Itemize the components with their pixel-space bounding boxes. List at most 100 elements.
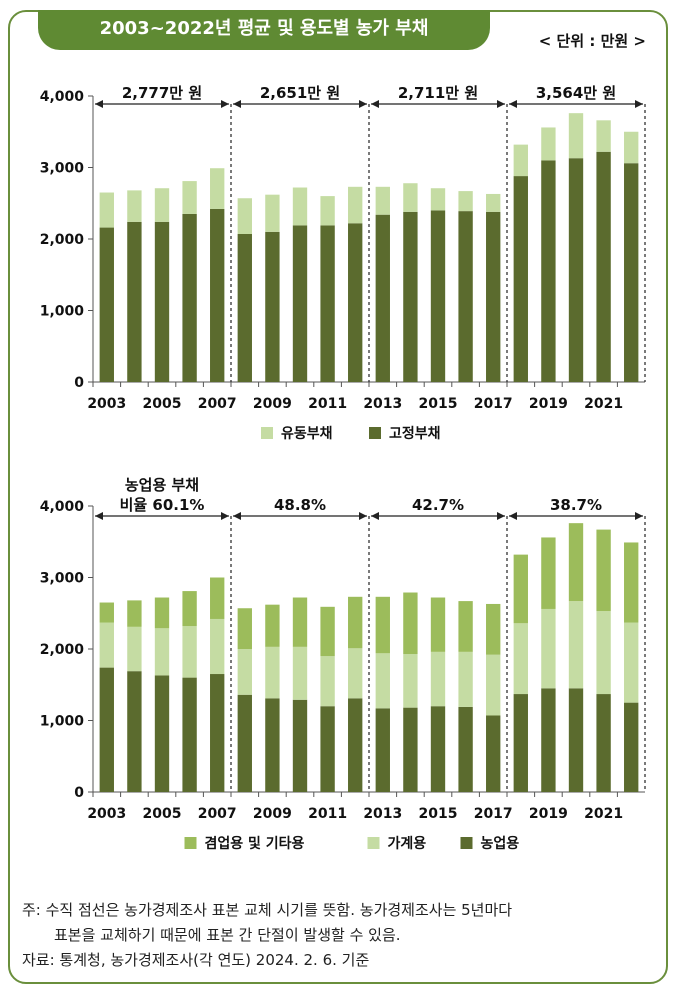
legend-swatch (369, 427, 381, 439)
chart-title: 2003~2022년 평균 및 용도별 농가 부채 (38, 10, 490, 50)
legend-swatch (367, 837, 380, 849)
bar-2008-농업용 (237, 694, 252, 792)
period-label-bg (409, 495, 467, 515)
bar-2013-겸업용-및-기타용 (375, 596, 390, 654)
bar-2020-농업용 (568, 688, 584, 792)
bar-2021-가계용 (596, 611, 611, 695)
bar-2019-가계용 (541, 608, 556, 689)
bar-2017-농업용 (486, 715, 501, 792)
bar-2021-고정부채 (596, 151, 611, 382)
note-line-2: 표본을 교체하기 때문에 표본 간 단절이 발생할 수 있음. (54, 926, 401, 944)
bar-2006-겸업용-및-기타용 (182, 591, 197, 627)
x-tick-label: 2011 (308, 396, 347, 412)
bar-2007-겸업용-및-기타용 (210, 577, 225, 619)
period-label-bg (119, 495, 205, 515)
bar-2015-가계용 (430, 651, 446, 707)
bar-2017-가계용 (486, 654, 501, 716)
x-tick-label: 2013 (363, 806, 402, 822)
y-tick-label: 3,000 (40, 571, 85, 587)
bar-2014-유동부채 (403, 183, 418, 212)
bar-2006-가계용 (182, 626, 197, 678)
bar-2007-유동부채 (210, 168, 225, 209)
arrow-head-left (371, 512, 379, 520)
bar-2014-고정부채 (403, 211, 418, 382)
y-tick-label: 0 (74, 375, 84, 391)
bar-2009-농업용 (265, 698, 280, 792)
bar-2021-농업용 (596, 694, 611, 792)
bar-2003-농업용 (99, 667, 114, 792)
arrow-head-right (497, 100, 505, 108)
x-tick-label: 2021 (584, 396, 623, 412)
bar-2010-겸업용-및-기타용 (292, 597, 308, 647)
bar-2013-가계용 (375, 653, 390, 709)
x-tick-label: 2005 (143, 396, 182, 412)
arrow-head-right (359, 100, 367, 108)
bar-2021-유동부채 (596, 120, 611, 152)
y-tick-label: 2,000 (40, 642, 85, 658)
bar-2016-농업용 (458, 706, 473, 792)
bar-2011-고정부채 (320, 225, 335, 382)
y-tick-label: 0 (74, 785, 84, 801)
period-label: 비율 60.1% (120, 496, 205, 514)
bar-2014-농업용 (403, 707, 418, 792)
period-label-bg (271, 495, 329, 515)
period-label: 48.8% (274, 496, 326, 514)
arrow-head-left (233, 100, 241, 108)
x-tick-label: 2007 (198, 396, 237, 412)
bar-2007-고정부채 (210, 208, 225, 382)
bar-2011-가계용 (320, 656, 335, 707)
period-label-bg (119, 83, 205, 103)
arrow-head-right (497, 512, 505, 520)
arrow-head-left (95, 512, 103, 520)
arrow-head-left (509, 512, 517, 520)
legend-label: 겸업용 및 기타용 (205, 835, 305, 852)
bar-2010-고정부채 (292, 225, 308, 382)
bar-2018-겸업용-및-기타용 (513, 554, 528, 624)
x-tick-label: 2003 (87, 396, 126, 412)
bar-2003-가계용 (99, 622, 114, 668)
bar-2022-가계용 (624, 622, 639, 703)
bar-2015-겸업용-및-기타용 (430, 597, 446, 652)
bar-2009-겸업용-및-기타용 (265, 604, 280, 647)
period-label-bg (395, 83, 481, 103)
note-line-1: 주: 수직 점선은 농가경제조사 표본 교체 시기를 뜻함. 농가경제조사는 5… (22, 901, 513, 919)
bar-2010-유동부채 (292, 187, 308, 226)
bar-2006-유동부채 (182, 181, 197, 214)
bar-2004-고정부채 (127, 221, 142, 382)
bar-2012-고정부채 (348, 223, 363, 382)
bar-2019-겸업용-및-기타용 (541, 537, 556, 609)
bar-2020-겸업용-및-기타용 (568, 523, 584, 602)
x-tick-label: 2015 (419, 396, 458, 412)
period-label: 38.7% (550, 496, 602, 514)
bar-2009-가계용 (265, 646, 280, 699)
bar-2016-가계용 (458, 651, 473, 707)
y-tick-label: 3,000 (40, 161, 85, 177)
bar-2018-가계용 (513, 623, 528, 695)
bar-2022-고정부채 (624, 163, 639, 382)
legend-label: 고정부채 (389, 425, 441, 442)
bar-2015-농업용 (430, 706, 446, 792)
bar-2004-농업용 (127, 671, 142, 792)
arrow-head-right (221, 512, 229, 520)
legend-swatch (261, 427, 273, 439)
bar-2017-고정부채 (486, 211, 501, 382)
x-tick-label: 2009 (253, 806, 292, 822)
bar-2021-겸업용-및-기타용 (596, 529, 611, 612)
bar-2008-유동부채 (237, 198, 252, 234)
arrow-head-right (359, 512, 367, 520)
y-tick-label: 2,000 (40, 232, 85, 248)
bar-2008-가계용 (237, 649, 252, 695)
bar-2018-고정부채 (513, 176, 528, 382)
bar-2019-고정부채 (541, 160, 556, 382)
x-tick-label: 2007 (198, 806, 237, 822)
bar-2022-농업용 (624, 702, 639, 792)
x-tick-label: 2011 (308, 806, 347, 822)
bar-2015-고정부채 (430, 210, 446, 382)
unit-label: < 단위 : 만원 > (538, 32, 646, 50)
bar-2016-고정부채 (458, 211, 473, 382)
bar-2005-가계용 (154, 628, 170, 676)
bar-2006-고정부채 (182, 213, 197, 382)
period-label: 농업용 부채 (125, 476, 199, 494)
period-label: 2,777만 원 (122, 84, 202, 102)
bar-2015-유동부채 (430, 188, 446, 211)
